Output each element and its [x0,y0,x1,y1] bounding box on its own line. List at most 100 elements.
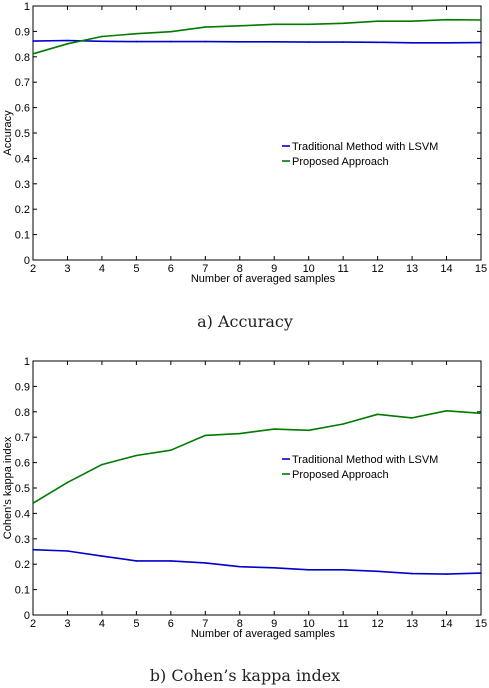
legend-label: Proposed Approach [292,156,389,168]
x-tick-label: 10 [303,263,315,275]
data-point [445,42,448,44]
series-line-1 [32,18,482,55]
data-point [411,572,413,575]
x-tick-label: 13 [406,263,418,275]
data-point [238,565,241,568]
data-point [32,548,34,551]
data-point [273,41,276,43]
data-point [480,19,482,21]
data-point [32,502,34,505]
y-tick-label: 0.1 [15,230,30,242]
x-tick-label: 6 [168,263,174,275]
x-tick-label: 12 [371,618,383,630]
data-point [170,40,172,43]
y-tick-label: 0.7 [15,432,30,444]
data-point [445,409,448,412]
x-tick-label: 13 [406,618,418,630]
x-axis-label: Number of averaged samples [191,273,336,285]
y-tick-label: 0.2 [15,204,30,216]
data-point [445,573,448,575]
data-point [135,40,138,43]
y-tick-label: 0.2 [15,559,30,571]
plot-frame-1 [32,360,482,616]
x-tick-label: 15 [475,263,487,275]
data-point [101,555,103,557]
x-tick-label: 5 [133,263,139,275]
data-point [342,423,344,425]
legend-label: Proposed Approach [292,469,389,481]
data-point [307,568,310,571]
x-tick-label: 7 [202,263,208,275]
data-point [170,449,172,451]
y-tick-label: 0 [24,255,30,267]
data-point [101,463,103,466]
data-point [101,40,103,43]
data-point [101,35,103,38]
x-tick-label: 3 [64,263,70,275]
x-tick-label: 10 [303,618,315,630]
y-tick-label: 0.4 [15,508,30,520]
data-point [480,572,482,574]
y-axis-label: Accuracy [2,110,14,156]
x-axis-label: Number of averaged samples [191,628,336,640]
x-tick-label: 12 [371,263,383,275]
data-point [307,23,310,26]
x-tick-label: 2 [30,618,36,630]
data-point [411,42,413,44]
x-tick-label: 9 [271,263,277,275]
x-tick-label: 4 [99,263,105,275]
y-axis-label: Cohen's kappa index [2,436,14,539]
y-tick-label: 0.7 [15,77,30,89]
data-point [480,41,482,44]
data-point [273,428,276,430]
data-point [32,52,34,55]
data-point [480,412,482,415]
y-tick-label: 0.3 [15,534,30,546]
x-tick-label: 11 [337,263,348,275]
data-point [238,41,241,43]
figure-caption: a) Accuracy [197,312,293,331]
x-tick-label: 8 [237,263,243,275]
data-point [32,40,34,42]
data-point [273,23,276,26]
x-tick-label: 14 [440,263,452,275]
data-point [170,560,172,562]
data-point [66,481,69,484]
data-point [376,570,379,573]
y-tick-label: 0.9 [15,26,30,38]
series-line-0 [32,39,482,44]
x-tick-label: 3 [64,618,70,630]
x-tick-label: 2 [30,263,36,275]
data-point [307,429,310,432]
y-tick-label: 0.3 [15,179,30,191]
data-point [135,560,138,562]
y-tick-label: 1 [24,356,30,368]
data-point [273,566,276,569]
data-point [204,434,207,437]
data-point [376,413,379,416]
legend-label: Traditional Method with LSVM [292,141,438,153]
y-tick-label: 0.8 [15,407,30,419]
data-point [307,41,310,43]
data-point [135,454,138,457]
data-point [411,417,413,419]
data-point [445,18,448,21]
data-point [170,30,172,33]
data-point [411,20,413,23]
plot-frame-0 [32,5,482,261]
data-point [376,20,379,23]
y-tick-label: 0.1 [15,585,30,597]
series-line-0 [32,548,482,575]
data-point [342,568,344,571]
x-tick-label: 4 [99,618,105,630]
data-point [204,40,207,43]
data-point [342,41,344,43]
data-point [135,32,138,35]
y-tick-label: 0.6 [15,103,30,115]
y-tick-label: 0.5 [15,128,30,140]
data-point [376,41,379,44]
data-point [238,25,241,27]
data-point [66,43,69,45]
data-point [204,26,207,28]
